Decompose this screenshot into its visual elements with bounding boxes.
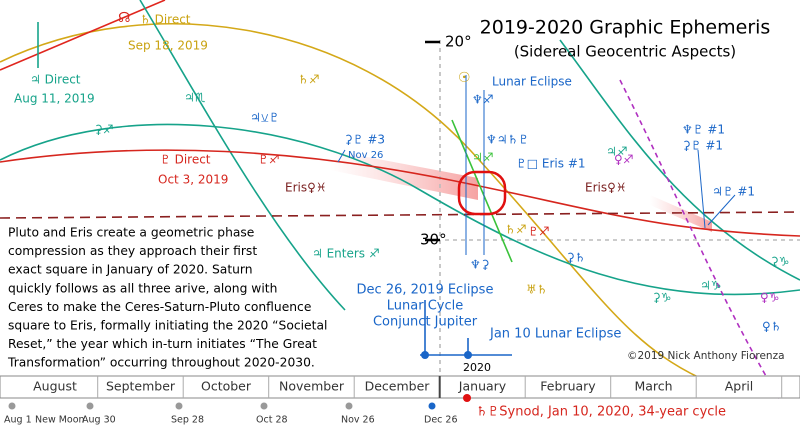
label: ♀♄ xyxy=(762,320,782,334)
label: ♀♐ xyxy=(614,153,634,167)
month-label: April xyxy=(725,379,754,394)
description-line: Ceres to make the Ceres-Saturn-Pluto con… xyxy=(8,300,311,314)
description-line: exact square in January of 2020. Saturn xyxy=(8,263,253,277)
month-label: February xyxy=(540,379,596,394)
label: Nov 26 xyxy=(348,150,383,161)
month-label: January xyxy=(458,379,507,394)
label: ♆⚳ xyxy=(470,258,490,272)
curves xyxy=(0,0,800,401)
event-label: Nov 26 xyxy=(341,415,375,426)
label: ♄♐ xyxy=(298,73,320,87)
event-label: Aug 1 xyxy=(4,415,32,426)
timeline xyxy=(0,375,800,399)
label: Eris♀♓ xyxy=(285,181,327,195)
label: ⚳♇ #3 xyxy=(344,133,385,147)
label: ♄♐ xyxy=(505,223,527,237)
label: ⚳♄ xyxy=(566,251,586,265)
label: ♇♐ xyxy=(258,153,280,167)
event-label: Aug 30 xyxy=(82,415,116,426)
label: ♄ Direct xyxy=(140,13,191,27)
event-dot xyxy=(175,402,183,410)
subtitle: (Sidereal Geocentric Aspects) xyxy=(514,43,736,61)
month-label: December xyxy=(365,379,431,394)
label: ⚳♑ xyxy=(652,291,672,305)
label: Conjunct Jupiter xyxy=(373,315,478,330)
month-label: October xyxy=(201,379,252,394)
event-dot xyxy=(345,402,353,410)
label: Sep 18, 2019 xyxy=(128,39,208,53)
label: Aug 11, 2019 xyxy=(14,92,95,106)
label: ♆♃♄♇ xyxy=(486,133,529,147)
label: Eris♀♓ xyxy=(585,181,627,195)
label: ♃ Enters ♐ xyxy=(312,247,380,261)
event-dot xyxy=(260,402,268,410)
title: 2019-2020 Graphic Ephemeris xyxy=(480,17,771,39)
label: Dec 26, 2019 Eclipse xyxy=(357,283,494,298)
synod-marker xyxy=(463,394,471,402)
description-line: square to Eris, formally initiating the … xyxy=(8,319,327,333)
label: ♆♇ #1 xyxy=(682,123,725,137)
month-label: November xyxy=(279,379,345,394)
description-line: Pluto and Eris create a geometric phase xyxy=(8,226,254,240)
description-line: Reset,” the year which in-turn initiates… xyxy=(8,337,317,351)
axis-label: 20° xyxy=(445,33,472,51)
label: ⚳♐ xyxy=(94,123,114,137)
label: ♆♐ xyxy=(472,93,494,107)
label: Lunar Cycle xyxy=(387,299,463,314)
label: ♃♇ #1 xyxy=(712,185,755,199)
label: ☊ xyxy=(118,10,130,26)
label: Lunar Eclipse xyxy=(492,75,572,89)
year-label: 2020 xyxy=(463,361,491,374)
label: ♃ Direct xyxy=(30,73,81,87)
label: ♃⚺♇ xyxy=(250,111,280,125)
description-line: Transformation” occurring throughout 202… xyxy=(7,356,315,370)
label: Jan 10 Lunar Eclipse xyxy=(489,327,621,342)
label: ♃♐ xyxy=(472,151,494,165)
event-label: Oct 28 xyxy=(256,415,288,426)
event-dot xyxy=(8,402,16,410)
label: ☉ xyxy=(458,70,471,86)
credit: ©2019 Nick Anthony Fiorenza xyxy=(627,350,785,362)
axis-label: 30° xyxy=(420,231,447,249)
label: ♅♄ xyxy=(526,283,548,297)
labels: ☊ ♄ Direct Sep 18, 2019 ♃ Direct Aug 11,… xyxy=(14,10,790,342)
label: ⚳♇ #1 xyxy=(682,139,723,153)
label: ♃♐ xyxy=(606,145,628,159)
label: Oct 3, 2019 xyxy=(158,173,228,187)
label: ♇ Direct xyxy=(160,153,211,167)
event-label: Sep 28 xyxy=(171,415,204,426)
event-label: New Moon xyxy=(35,415,85,426)
label: ♃♑ xyxy=(700,279,722,293)
event-dot xyxy=(428,402,436,410)
description-line: compression as they approach their first xyxy=(8,244,257,258)
event-dot xyxy=(86,402,94,410)
month-label: March xyxy=(634,379,672,394)
label: ♀♑ xyxy=(760,291,780,305)
label: ♇♐ xyxy=(528,225,550,239)
label: ♃♏ xyxy=(184,91,206,105)
description-line: quickly follows as all three arive, alon… xyxy=(8,281,277,295)
event-label: Dec 26 xyxy=(424,415,458,426)
synod: ♄♇Synod, Jan 10, 2020, 34-year cycle xyxy=(476,405,726,420)
label: ♇□ Eris #1 xyxy=(516,157,586,171)
label: ⚳♑ xyxy=(770,255,790,269)
month-label: September xyxy=(106,379,176,394)
month-label: August xyxy=(33,379,77,394)
